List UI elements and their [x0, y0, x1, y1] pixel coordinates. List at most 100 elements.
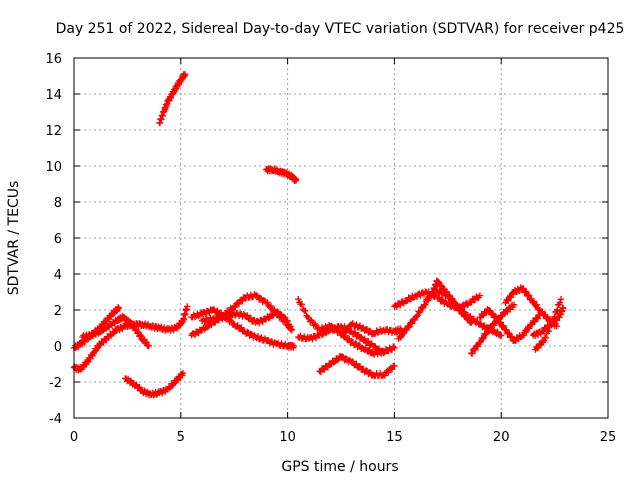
data-point — [534, 345, 541, 352]
x-axis-ticks: 0 5 10 15 20 25 — [70, 58, 616, 445]
data-point — [143, 388, 151, 395]
data-point — [422, 301, 429, 308]
data-point — [253, 292, 260, 299]
data-point — [505, 329, 512, 337]
data-point — [483, 330, 490, 337]
y-tick-label: -4 — [49, 412, 62, 427]
y-tick-label: 12 — [45, 124, 62, 139]
data-point — [361, 335, 368, 343]
y-tick-label: -2 — [49, 376, 62, 391]
data-point — [498, 332, 505, 339]
data-point — [277, 310, 284, 318]
series-arc-17 — [423, 287, 505, 339]
series-arc-5 — [139, 303, 191, 334]
data-point — [554, 306, 561, 314]
data-point — [107, 313, 115, 320]
data-point — [559, 305, 567, 312]
y-tick-label: 4 — [54, 268, 62, 283]
data-point — [321, 366, 328, 373]
data-point — [391, 344, 398, 351]
data-point — [490, 322, 498, 329]
data-point — [362, 344, 370, 352]
data-point — [533, 301, 540, 309]
x-tick-label: 15 — [386, 430, 403, 445]
data-point — [267, 302, 275, 310]
data-point — [408, 320, 416, 327]
data-point — [366, 346, 373, 354]
data-point — [437, 282, 445, 289]
data-point — [235, 300, 243, 308]
data-point — [195, 312, 202, 320]
series-arc-14 — [337, 320, 405, 339]
chart-title: Day 251 of 2022, Sidereal Day-to-day VTE… — [56, 21, 625, 37]
data-point — [362, 325, 370, 333]
data-point — [520, 332, 527, 339]
data-point — [344, 326, 352, 333]
data-point — [137, 331, 144, 339]
plot-frame — [73, 57, 609, 419]
series-arc-22 — [530, 304, 567, 340]
data-point — [264, 299, 271, 306]
series-arc-19 — [476, 306, 543, 345]
data-point — [298, 301, 306, 308]
data-point — [526, 292, 533, 300]
data-point — [178, 370, 185, 378]
data-point — [191, 314, 199, 321]
data-point — [338, 353, 346, 360]
x-axis-label: GPS time / hours — [281, 459, 398, 475]
data-point — [131, 323, 138, 330]
data-point — [391, 362, 398, 369]
x-tick-label: 10 — [279, 430, 296, 445]
data-point — [179, 369, 187, 377]
y-tick-label: 14 — [45, 88, 62, 103]
data-point — [507, 293, 515, 301]
y-axis-label: SDTVAR / TECUs — [6, 181, 22, 296]
data-point — [365, 338, 372, 345]
data-point — [181, 71, 189, 78]
data-point — [244, 328, 251, 336]
data-point — [201, 326, 208, 333]
data-point — [302, 307, 309, 315]
data-point — [416, 309, 423, 316]
data-point — [446, 293, 454, 301]
data-point — [380, 350, 387, 357]
series-arc-9 — [198, 308, 291, 327]
data-point — [530, 298, 538, 305]
data-point — [557, 296, 565, 303]
data-point — [381, 372, 389, 379]
data-point — [542, 334, 550, 341]
data-point — [341, 329, 348, 337]
data-point — [114, 304, 122, 311]
data-point — [238, 324, 245, 331]
data-point — [497, 319, 504, 326]
data-point — [500, 322, 507, 330]
data-point — [536, 342, 544, 349]
data-point — [505, 297, 512, 304]
y-tick-label: 6 — [54, 232, 62, 247]
series-arc-4 — [122, 369, 187, 399]
data-point — [411, 316, 419, 324]
data-point — [424, 295, 431, 303]
data-point — [486, 307, 493, 314]
data-point — [556, 299, 564, 306]
data-point — [322, 329, 329, 337]
y-axis-ticks: -4 -2 0 2 4 6 8 10 12 14 16 — [45, 52, 608, 427]
data-point — [525, 291, 532, 299]
data-point — [290, 342, 298, 350]
series-arc-1 — [70, 304, 123, 352]
x-tick-label: 5 — [177, 430, 185, 445]
data-point — [388, 366, 396, 373]
data-point — [268, 312, 276, 319]
data-point — [460, 308, 467, 315]
series-arc-11 — [295, 296, 398, 358]
data-point — [434, 278, 442, 286]
data-point — [349, 358, 357, 365]
data-point — [330, 359, 338, 366]
data-point — [210, 305, 218, 313]
data-point — [342, 355, 349, 362]
data-point — [244, 312, 251, 319]
data-point — [479, 335, 486, 343]
data-point — [288, 326, 296, 333]
data-point — [456, 305, 463, 312]
data-point — [488, 325, 495, 332]
